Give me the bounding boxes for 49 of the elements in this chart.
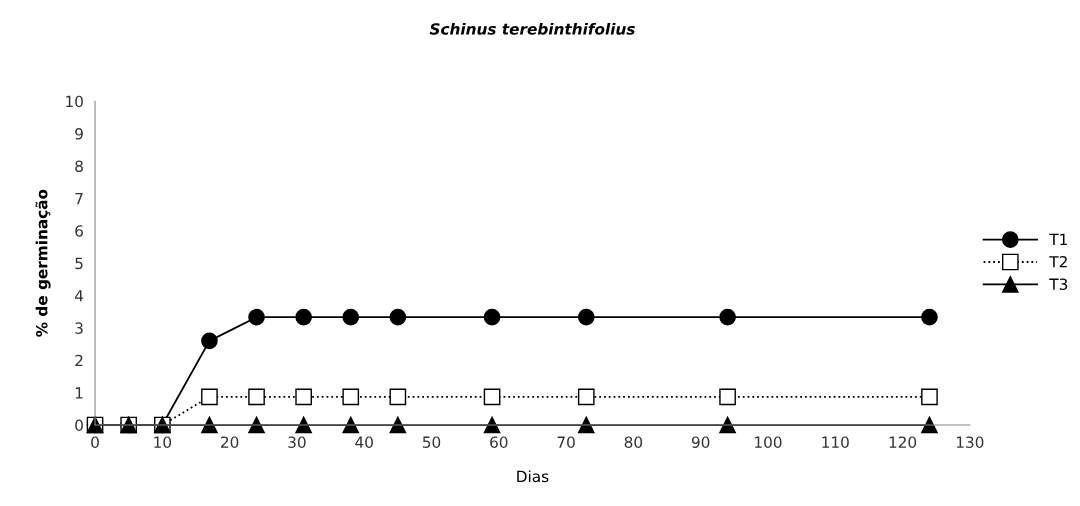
point <box>248 308 265 326</box>
point <box>921 388 938 406</box>
x-tick-label: 90 <box>691 436 710 448</box>
point <box>719 308 736 326</box>
x-tick-label: 100 <box>755 436 782 448</box>
y-tick-label: 7 <box>75 193 83 205</box>
point <box>921 308 938 326</box>
x-axis-title: Dias <box>517 470 549 483</box>
x-tick-label: 60 <box>490 436 508 448</box>
legend-label: T1 <box>1049 233 1067 245</box>
y-tick-label: 6 <box>75 225 83 237</box>
y-tick-label: 10 <box>66 95 83 108</box>
point <box>342 388 360 406</box>
x-tick-label: 0 <box>91 436 99 448</box>
x-tick-label: 130 <box>956 436 984 448</box>
y-tick-label: 2 <box>75 354 83 367</box>
x-tick-label: 40 <box>355 436 373 448</box>
point <box>248 388 265 406</box>
y-tick-label: 8 <box>75 160 83 172</box>
x-tick-label: 10 <box>154 436 172 448</box>
point <box>483 388 501 406</box>
x-tick-label: 110 <box>822 436 849 448</box>
point <box>201 388 218 406</box>
y-tick-label: 4 <box>74 290 84 302</box>
x-tick-label: 80 <box>624 436 643 448</box>
y-tick-label: 0 <box>75 419 83 432</box>
point <box>389 308 407 326</box>
point <box>295 388 312 406</box>
point <box>483 308 501 326</box>
y-tick-label: 5 <box>75 257 83 270</box>
chart-title: Schinus terebinthifolius <box>429 22 635 35</box>
point <box>201 332 218 350</box>
x-tick-label: 30 <box>288 436 306 448</box>
point <box>577 388 595 406</box>
x-tick-label: 120 <box>889 436 917 448</box>
y-tick-label: 9 <box>75 128 83 140</box>
x-tick-label: 70 <box>557 436 575 448</box>
legend-label: T2 <box>1049 256 1067 268</box>
point <box>389 388 407 406</box>
legend-label: T3 <box>1049 278 1068 290</box>
point <box>342 308 360 326</box>
point <box>577 308 595 326</box>
y-tick-label: 3 <box>75 322 83 334</box>
y-axis-title: % de germinação <box>35 189 51 337</box>
x-tick-label: 50 <box>422 436 441 448</box>
point <box>719 388 736 406</box>
point <box>295 308 312 326</box>
y-tick-label: 1 <box>75 387 83 399</box>
x-tick-label: 20 <box>221 436 239 448</box>
